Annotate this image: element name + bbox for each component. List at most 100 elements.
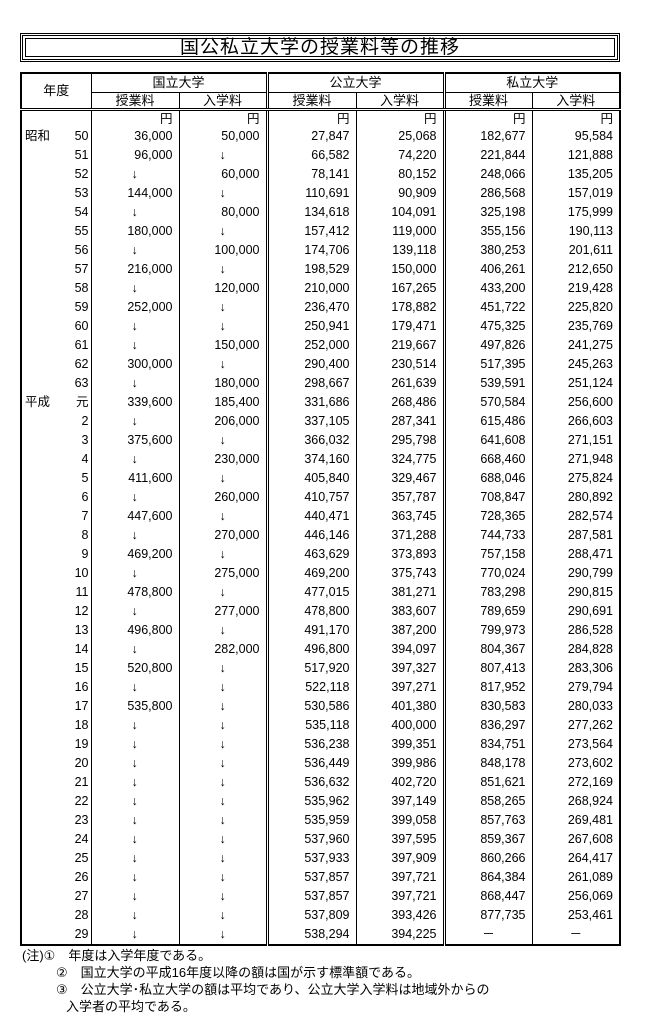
cell-public-admission: 383,607 [355,602,445,621]
cell-private-admission: 273,602 [531,754,621,773]
cell-national-tuition: 520,800 [90,659,180,678]
cell-private-tuition: 877,735 [442,906,533,925]
era-cell [20,849,54,868]
cell-national-tuition: 496,800 [90,621,180,640]
year-cell: 23 [54,811,92,830]
cell-national-tuition: 36,000 [90,127,180,146]
cell-public-admission: 387,200 [355,621,445,640]
cell-private-tuition: 475,325 [442,317,533,336]
year-cell: 16 [54,678,92,697]
cell-national-tuition: ↓ [90,412,180,431]
year-cell: 元 [54,393,92,412]
cell-private-admission: 280,892 [531,488,621,507]
table-row: 6 ↓ 260,000 410,757 357,787 708,847 280,892 [20,488,621,507]
year-cell: 51 [54,146,92,165]
cell-private-tuition: 848,178 [442,754,533,773]
cell-national-tuition: ↓ [90,678,180,697]
cell-public-tuition: 469,200 [265,564,357,583]
cell-public-admission: 397,149 [355,792,445,811]
cell-national-admission: ↓ [178,507,268,526]
cell-public-admission: 287,341 [355,412,445,431]
table-row: 22 ↓ ↓ 535,962 397,149 858,265 268,924 [20,792,621,811]
era-cell [20,564,54,583]
table-row: 24 ↓ ↓ 537,960 397,595 859,367 267,608 [20,830,621,849]
header-national-admission: 入学料 [178,92,268,111]
cell-private-admission: 245,263 [531,355,621,374]
year-cell: 9 [54,545,92,564]
table-row: 58 ↓ 120,000 210,000 167,265 433,200 219,428 [20,279,621,298]
cell-public-admission: 393,426 [355,906,445,925]
year-cell: 56 [54,241,92,260]
note-2: ② 国立大学の平成16年度以降の額は国が示す標準額である。 [56,965,420,980]
cell-public-tuition: 298,667 [265,374,357,393]
cell-public-admission: 397,271 [355,678,445,697]
cell-private-tuition: 858,265 [442,792,533,811]
cell-national-admission: ↓ [178,355,268,374]
cell-national-admission: 270,000 [178,526,268,545]
era-cell [20,583,54,602]
cell-public-tuition: 478,800 [265,602,357,621]
year-cell: 55 [54,222,92,241]
year-cell: 7 [54,507,92,526]
year-cell: 3 [54,431,92,450]
cell-national-tuition: ↓ [90,336,180,355]
era-cell [20,203,54,222]
header-public: 公立大学 [265,72,445,93]
year-cell: 12 [54,602,92,621]
table-row: 53 144,000 ↓ 110,691 90,909 286,568 157,019 [20,184,621,203]
cell-public-tuition: 174,706 [265,241,357,260]
table-row: 17 535,800 ↓ 530,586 401,380 830,583 280,033 [20,697,621,716]
header-private-admission: 入学料 [531,92,621,111]
cell-private-tuition: 517,395 [442,355,533,374]
year-cell: 19 [54,735,92,754]
cell-public-admission: 104,091 [355,203,445,222]
table-row: 51 96,000 ↓ 66,582 74,220 221,844 121,888 [20,146,621,165]
cell-public-admission: 397,327 [355,659,445,678]
cell-national-admission: ↓ [178,222,268,241]
cell-national-tuition: ↓ [90,488,180,507]
cell-national-admission: ↓ [178,849,268,868]
era-cell [20,279,54,298]
table-row: 5 411,600 ↓ 405,840 329,467 688,046 275,824 [20,469,621,488]
table-row: 54 ↓ 80,000 134,618 104,091 325,198 175,999 [20,203,621,222]
year-cell: 11 [54,583,92,602]
cell-private-admission: 277,262 [531,716,621,735]
cell-public-admission: 329,467 [355,469,445,488]
cell-national-admission: ↓ [178,773,268,792]
cell-private-tuition: 325,198 [442,203,533,222]
cell-private-admission: 261,089 [531,868,621,887]
cell-private-admission: 282,574 [531,507,621,526]
era-cell [20,811,54,830]
table-row: 25 ↓ ↓ 537,933 397,909 860,266 264,417 [20,849,621,868]
cell-national-admission: ↓ [178,925,268,946]
cell-public-tuition: 463,629 [265,545,357,564]
era-cell [20,640,54,659]
table-row: 21 ↓ ↓ 536,632 402,720 851,621 272,169 [20,773,621,792]
table-row: 52 ↓ 60,000 78,141 80,152 248,066 135,205 [20,165,621,184]
table-row: 12 ↓ 277,000 478,800 383,607 789,659 290,691 [20,602,621,621]
cell-private-tuition: 380,253 [442,241,533,260]
cell-public-tuition: 157,412 [265,222,357,241]
cell-national-tuition: 478,800 [90,583,180,602]
cell-national-tuition: ↓ [90,203,180,222]
year-cell: 57 [54,260,92,279]
header-public-admission: 入学料 [355,92,445,111]
cell-private-tuition: 708,847 [442,488,533,507]
header-private-tuition: 授業料 [442,92,533,111]
cell-national-tuition: ↓ [90,887,180,906]
cell-private-admission: 283,306 [531,659,621,678]
cell-national-admission: ↓ [178,431,268,450]
unit-national-admission: 円 [178,109,268,127]
cell-national-admission: ↓ [178,545,268,564]
cell-private-tuition: 570,584 [442,393,533,412]
cell-public-tuition: 491,170 [265,621,357,640]
cell-public-admission: 230,514 [355,355,445,374]
era-cell [20,450,54,469]
cell-private-admission: 290,691 [531,602,621,621]
cell-public-tuition: 66,582 [265,146,357,165]
year-cell: 24 [54,830,92,849]
cell-public-admission: 219,667 [355,336,445,355]
cell-public-tuition: 496,800 [265,640,357,659]
era-cell: 平成 [20,393,54,412]
table-row: 13 496,800 ↓ 491,170 387,200 799,973 286,528 [20,621,621,640]
